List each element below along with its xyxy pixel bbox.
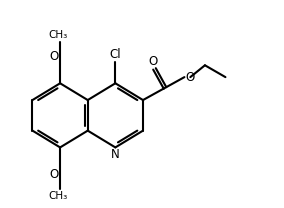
Text: CH₃: CH₃ — [49, 30, 68, 40]
Text: CH₃: CH₃ — [49, 191, 68, 201]
Text: N: N — [111, 148, 120, 161]
Text: O: O — [50, 50, 59, 63]
Text: O: O — [185, 71, 195, 84]
Text: O: O — [149, 55, 158, 68]
Text: O: O — [50, 168, 59, 181]
Text: Cl: Cl — [110, 48, 121, 61]
